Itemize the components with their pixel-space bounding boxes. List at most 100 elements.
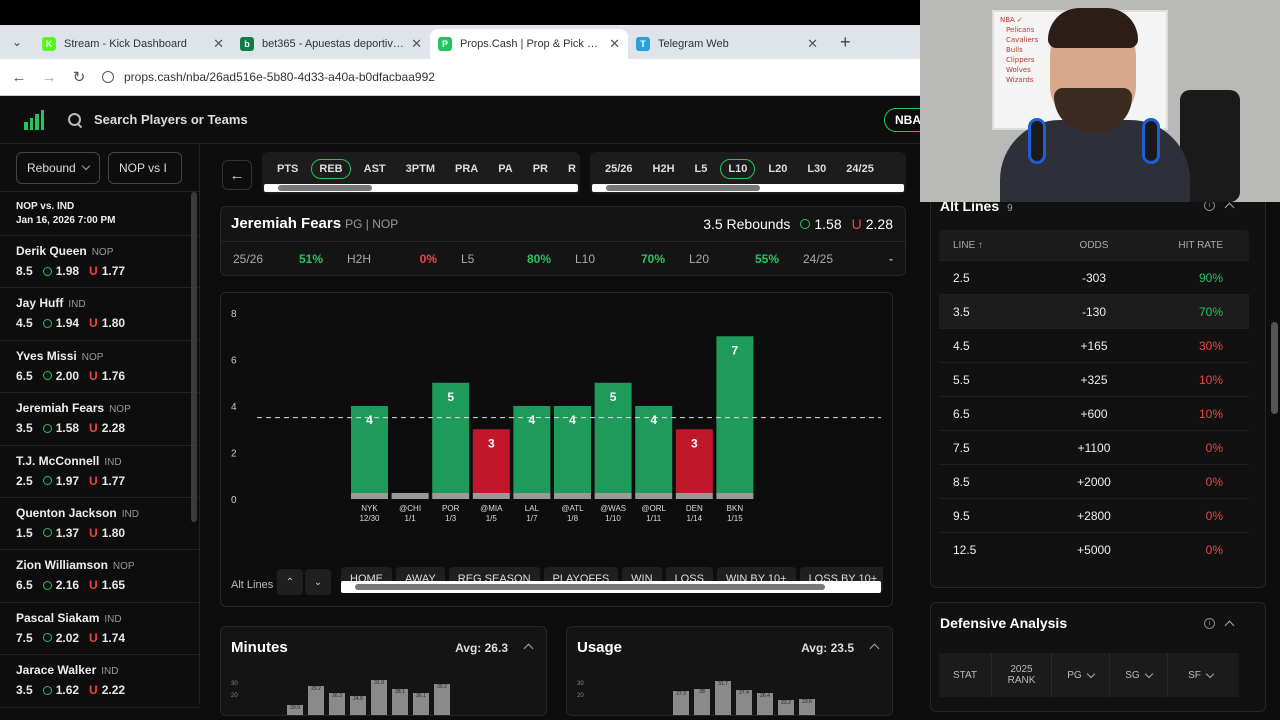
sidebar-player-item[interactable]: Yves Missi NOP 6.5 2.00 U 1.76 [0,341,199,394]
alt-lines-table: LINE ↑ ODDS HIT RATE 2.5 -303 90% 3.5 -130 70… [939,230,1249,566]
hit-rate-column-header[interactable]: HIT RATE [1178,239,1223,251]
tab-h2h[interactable]: H2H [652,163,675,175]
hit-rate-cell[interactable]: 24/25 - [791,252,905,266]
back-button[interactable]: ← [222,160,252,190]
alt-line-odds: -130 [1081,304,1107,319]
info-icon[interactable]: i [1204,618,1215,629]
sidebar-player-item[interactable]: Jay Huff IND 4.5 1.94 U 1.80 [0,288,199,341]
caret-down-icon: ⌄ [313,576,323,588]
tab-l20[interactable]: L20 [768,163,788,175]
collapse-caret-icon[interactable] [523,643,534,654]
tab-ast[interactable]: AST [363,163,386,175]
tab-close-icon[interactable]: ✕ [609,36,620,51]
tab-l5[interactable]: L5 [694,163,708,175]
new-tab-plus-icon[interactable]: + [840,31,851,52]
line-column-header[interactable]: LINE ↑ [953,239,984,251]
alt-line-odds: +2000 [1077,474,1111,489]
hit-rate-cell[interactable]: L5 80% [449,252,563,266]
alt-line-row[interactable]: 4.5 +165 30% [939,328,1249,362]
tab-l30[interactable]: L30 [807,163,827,175]
tab-r[interactable]: R [567,163,576,175]
alt-line-row[interactable]: 9.5 +2800 0% [939,498,1249,532]
player-name: Jay Huff IND [16,296,183,310]
site-info-icon[interactable] [102,71,114,83]
sidebar-player-item[interactable]: Pascal Siakam IND 7.5 2.02 U 1.74 [0,603,199,656]
tab-list-chevron-icon[interactable]: ⌄ [11,35,23,49]
alt-line-row[interactable]: 5.5 +325 10% [939,362,1249,396]
filter-scrollbar[interactable] [341,581,881,593]
x-tick-opponent: @WAS [600,504,626,513]
under-u-icon: U [89,630,98,645]
search-icon[interactable] [68,112,82,127]
period-tabs: 25/26 H2H L5 L10 L20 L30 24/25 [590,152,906,194]
player-name-text: Quenton Jackson [16,505,117,520]
collapse-caret-icon[interactable] [1224,620,1235,631]
sidebar-player-item[interactable]: Jeremiah Fears NOP 3.5 1.58 U 2.28 [0,393,199,446]
tab-pa[interactable]: PA [498,163,513,175]
browser-tab[interactable]: b bet365 - Apuestas deportivas e ✕ [232,29,430,59]
alt-line-row[interactable]: 3.5 -130 70% [939,294,1249,328]
player-line[interactable]: 3.5 Rebounds 1.58 U 2.28 [703,216,893,232]
player-team: NOP [112,561,135,573]
sidebar-player-item[interactable]: Zion Williamson NOP 6.5 2.16 U 1.65 [0,550,199,603]
defensive-title: Defensive Analysis [940,615,1068,631]
stat-tabs-scrollbar[interactable] [264,184,578,192]
alt-line-row[interactable]: 8.5 +2000 0% [939,464,1249,498]
tab-2526[interactable]: 25/26 [605,163,633,175]
collapse-caret-icon[interactable] [1224,202,1235,213]
right-panel: Alt Lines 9 i LINE ↑ ODDS HIT RATE 2.5 -30… [920,194,1280,712]
alt-line-down-button[interactable]: ⌄ [305,569,331,595]
alt-line-row[interactable]: 12.5 +5000 0% [939,532,1249,566]
tab-close-icon[interactable]: ✕ [213,36,224,51]
sidebar-player-item[interactable]: T.J. McConnell IND 2.5 1.97 U 1.77 [0,446,199,498]
defensive-column-header[interactable]: 2025 RANK [991,653,1051,697]
alt-line-up-button[interactable]: ⌃ [277,569,303,595]
reload-icon[interactable]: ↻ [72,69,86,86]
tab-2425[interactable]: 24/25 [846,163,874,175]
tab-pts[interactable]: PTS [277,163,299,175]
browser-tab[interactable]: P Props.Cash | Prop & Pick Finder ✕ [430,29,628,59]
hit-rate-cell[interactable]: L20 55% [677,252,791,266]
tab-pra[interactable]: PRA [454,163,479,175]
sidebar-game-header: NOP vs. IND Jan 16, 2026 7:00 PM [0,192,199,236]
browser-tab[interactable]: K Stream - Kick Dashboard ✕ [34,29,232,59]
x-tick-date: 1/3 [445,514,457,523]
under-u-icon: U [89,264,98,278]
stat-select[interactable]: Rebounds [16,151,100,184]
hit-rate-cell[interactable]: L10 70% [563,252,677,266]
odds-column-header[interactable]: ODDS [1079,239,1109,251]
defensive-column-header[interactable]: SG [1109,653,1167,697]
tab-close-icon[interactable]: ✕ [411,36,422,51]
alt-lines-header: LINE ↑ ODDS HIT RATE [939,230,1249,260]
props-cash-logo[interactable] [24,109,44,130]
game-select[interactable]: NOP vs IND [108,151,182,184]
right-panel-scrollbar[interactable] [1271,322,1278,414]
alt-line-row[interactable]: 7.5 +1100 0% [939,430,1249,464]
url-field[interactable]: props.cash/nba/26ad516e-5b80-4d33-a40a-b… [102,70,435,84]
collapse-caret-icon[interactable] [869,643,880,654]
tab-l10[interactable]: L10 [720,159,756,179]
period-tabs-scrollbar[interactable] [592,184,904,192]
defensive-column-header[interactable]: SF [1167,653,1233,697]
hit-rate-value: 0% [419,251,437,266]
alt-line-value: 3.5 [953,304,970,319]
sidebar-player-item[interactable]: Quenton Jackson IND 1.5 1.37 U 1.80 [0,498,199,551]
hit-rate-cell[interactable]: 25/26 51% [221,252,335,266]
hit-rate-cell[interactable]: H2H 0% [335,252,449,266]
sidebar-scrollbar[interactable] [191,192,197,522]
sidebar-player-item[interactable]: Derik Queen NOP 8.5 1.98 U 1.77 [0,236,199,289]
tab-3ptm[interactable]: 3PTM [405,163,435,175]
back-arrow-icon[interactable]: ← [11,68,27,86]
defensive-column-header[interactable]: STAT [939,653,991,697]
tab-pr[interactable]: PR [532,163,548,175]
search-input[interactable]: Search Players or Teams [94,112,248,127]
browser-tab[interactable]: T Telegram Web ✕ [628,29,826,59]
tab-close-icon[interactable]: ✕ [807,36,818,51]
defensive-column-header[interactable]: PG [1051,653,1109,697]
sidebar-player-item[interactable]: Jarace Walker IND 3.5 1.62 U 2.22 [0,655,199,708]
tab-reb[interactable]: REB [311,159,351,179]
alt-line-row[interactable]: 2.5 -303 90% [939,260,1249,294]
forward-arrow-icon[interactable]: → [41,68,57,86]
alt-line-row[interactable]: 6.5 +600 10% [939,396,1249,430]
over-circle-icon [42,685,52,695]
